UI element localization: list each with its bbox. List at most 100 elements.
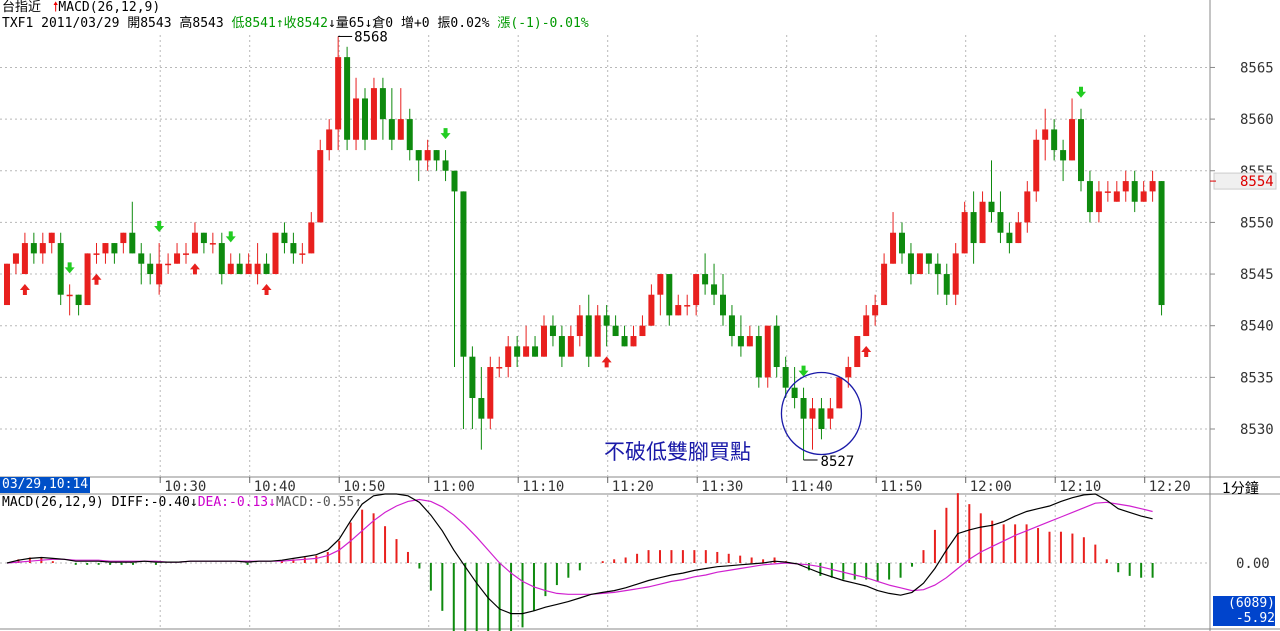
candle-body [872,305,879,316]
price-tick-label: 8545 [1240,267,1274,283]
candle-body [183,253,189,255]
candle-body [630,336,637,347]
candle-body [66,294,73,297]
candle-body [1086,181,1093,213]
candle-body [165,263,172,266]
candle-body [585,315,592,357]
candle-body [1131,181,1138,202]
price-tick-label: 8535 [1240,370,1274,386]
down-arrow-icon: ↓ [327,16,336,31]
candle-body [1060,150,1067,161]
candle-body [514,346,521,357]
candle-body [379,88,386,120]
time-tick-label: 11:30 [701,479,743,495]
volume: 量65 [335,16,365,31]
candle-body [1149,181,1156,192]
amplitude: 振0.02% [437,16,490,31]
candle-body [711,284,718,295]
chart-header-line2: TXF1 2011/03/29 開8543 高8543 低8541↑收8542↓… [2,16,589,32]
candle-body [1158,181,1165,306]
candle-body [818,408,825,429]
double-bottom-circle [780,371,863,456]
candle-body [406,119,413,151]
candle-body [48,232,55,244]
candle-body [362,98,368,140]
candle-body [675,305,682,316]
candle-body [791,387,798,399]
candle-body [487,367,494,419]
candle-body [702,274,709,285]
candle-body [549,325,556,337]
candle-body [657,274,664,295]
candle-body [424,150,431,161]
price-tick-label: 8550 [1240,215,1274,231]
candle-body [111,243,118,254]
time-tick-label: 11:10 [522,479,564,495]
candle-body [200,232,207,244]
candle-body [4,263,10,306]
candle-body [39,243,46,254]
candle-body [1033,139,1040,192]
time-tick-label: 11:00 [433,479,475,495]
up-arrow-icon: 🠕 [52,0,59,15]
oi-change: 增+0 [400,16,430,31]
candle-body [558,336,565,357]
candle-body [603,315,610,326]
candle-body [1069,119,1076,161]
candle-body [236,263,243,275]
candle-body [523,346,530,357]
open-price: 開8543 [127,16,172,31]
sell-arrow-icon [64,262,75,274]
cursor-time-box: 03/29,10:14 [0,477,91,493]
buy-arrow-icon [601,356,612,368]
candle-body [21,243,28,275]
candle-body [997,212,1004,233]
candle-body [567,336,574,357]
candle-body [952,253,959,295]
candle-body [326,129,333,151]
instrument-name: 台指近 [2,0,42,15]
candle-body [541,325,547,357]
candle-body [881,263,888,306]
candle-body [397,119,404,140]
chart-header-line1: 台指近 🠕MACD(26,12,9) [2,0,160,16]
time-tick-label: 10:50 [343,479,385,495]
candle-body [209,243,216,245]
period-label[interactable]: 1分鐘 [1222,481,1259,497]
time-tick-label: 11:20 [612,479,654,495]
buy-arrow-icon [861,346,872,358]
candle-body [433,150,440,161]
candle-body [800,398,807,419]
low-price-label: 8527 [821,454,855,470]
candle-body [344,57,351,140]
symbol-date: TXF1 2011/03/29 [2,16,120,31]
buy-arrow-icon [91,273,102,285]
macd-diff: DIFF:-0.40 [111,495,190,510]
time-tick-label: 11:50 [880,479,922,495]
sell-arrow-icon [154,221,165,233]
candle-body [594,315,601,357]
candle-body [720,294,726,316]
candle-body [1078,119,1084,182]
open-interest: 倉0 [372,16,394,31]
time-tick-label: 10:30 [164,479,206,495]
candle-body [353,98,360,140]
candle-body [335,57,342,130]
candle-body [1140,191,1147,202]
sell-arrow-icon [440,128,451,140]
up-arrow-icon: ↑ [354,495,363,510]
down-arrow-icon: ↓ [364,16,373,31]
candle-body [899,232,905,254]
candle-body [916,253,923,275]
candle-body [1104,191,1111,193]
candle-body [746,336,753,347]
candle-body [961,212,968,254]
down-arrow-icon: ↓ [268,495,276,510]
candle-body [478,398,485,419]
candle-body [576,315,583,337]
time-tick-label: 12:10 [1059,479,1101,495]
candle-body [639,325,646,337]
candle-body [836,377,843,409]
macd-value-box: (6089) -5.92 [1213,596,1275,626]
